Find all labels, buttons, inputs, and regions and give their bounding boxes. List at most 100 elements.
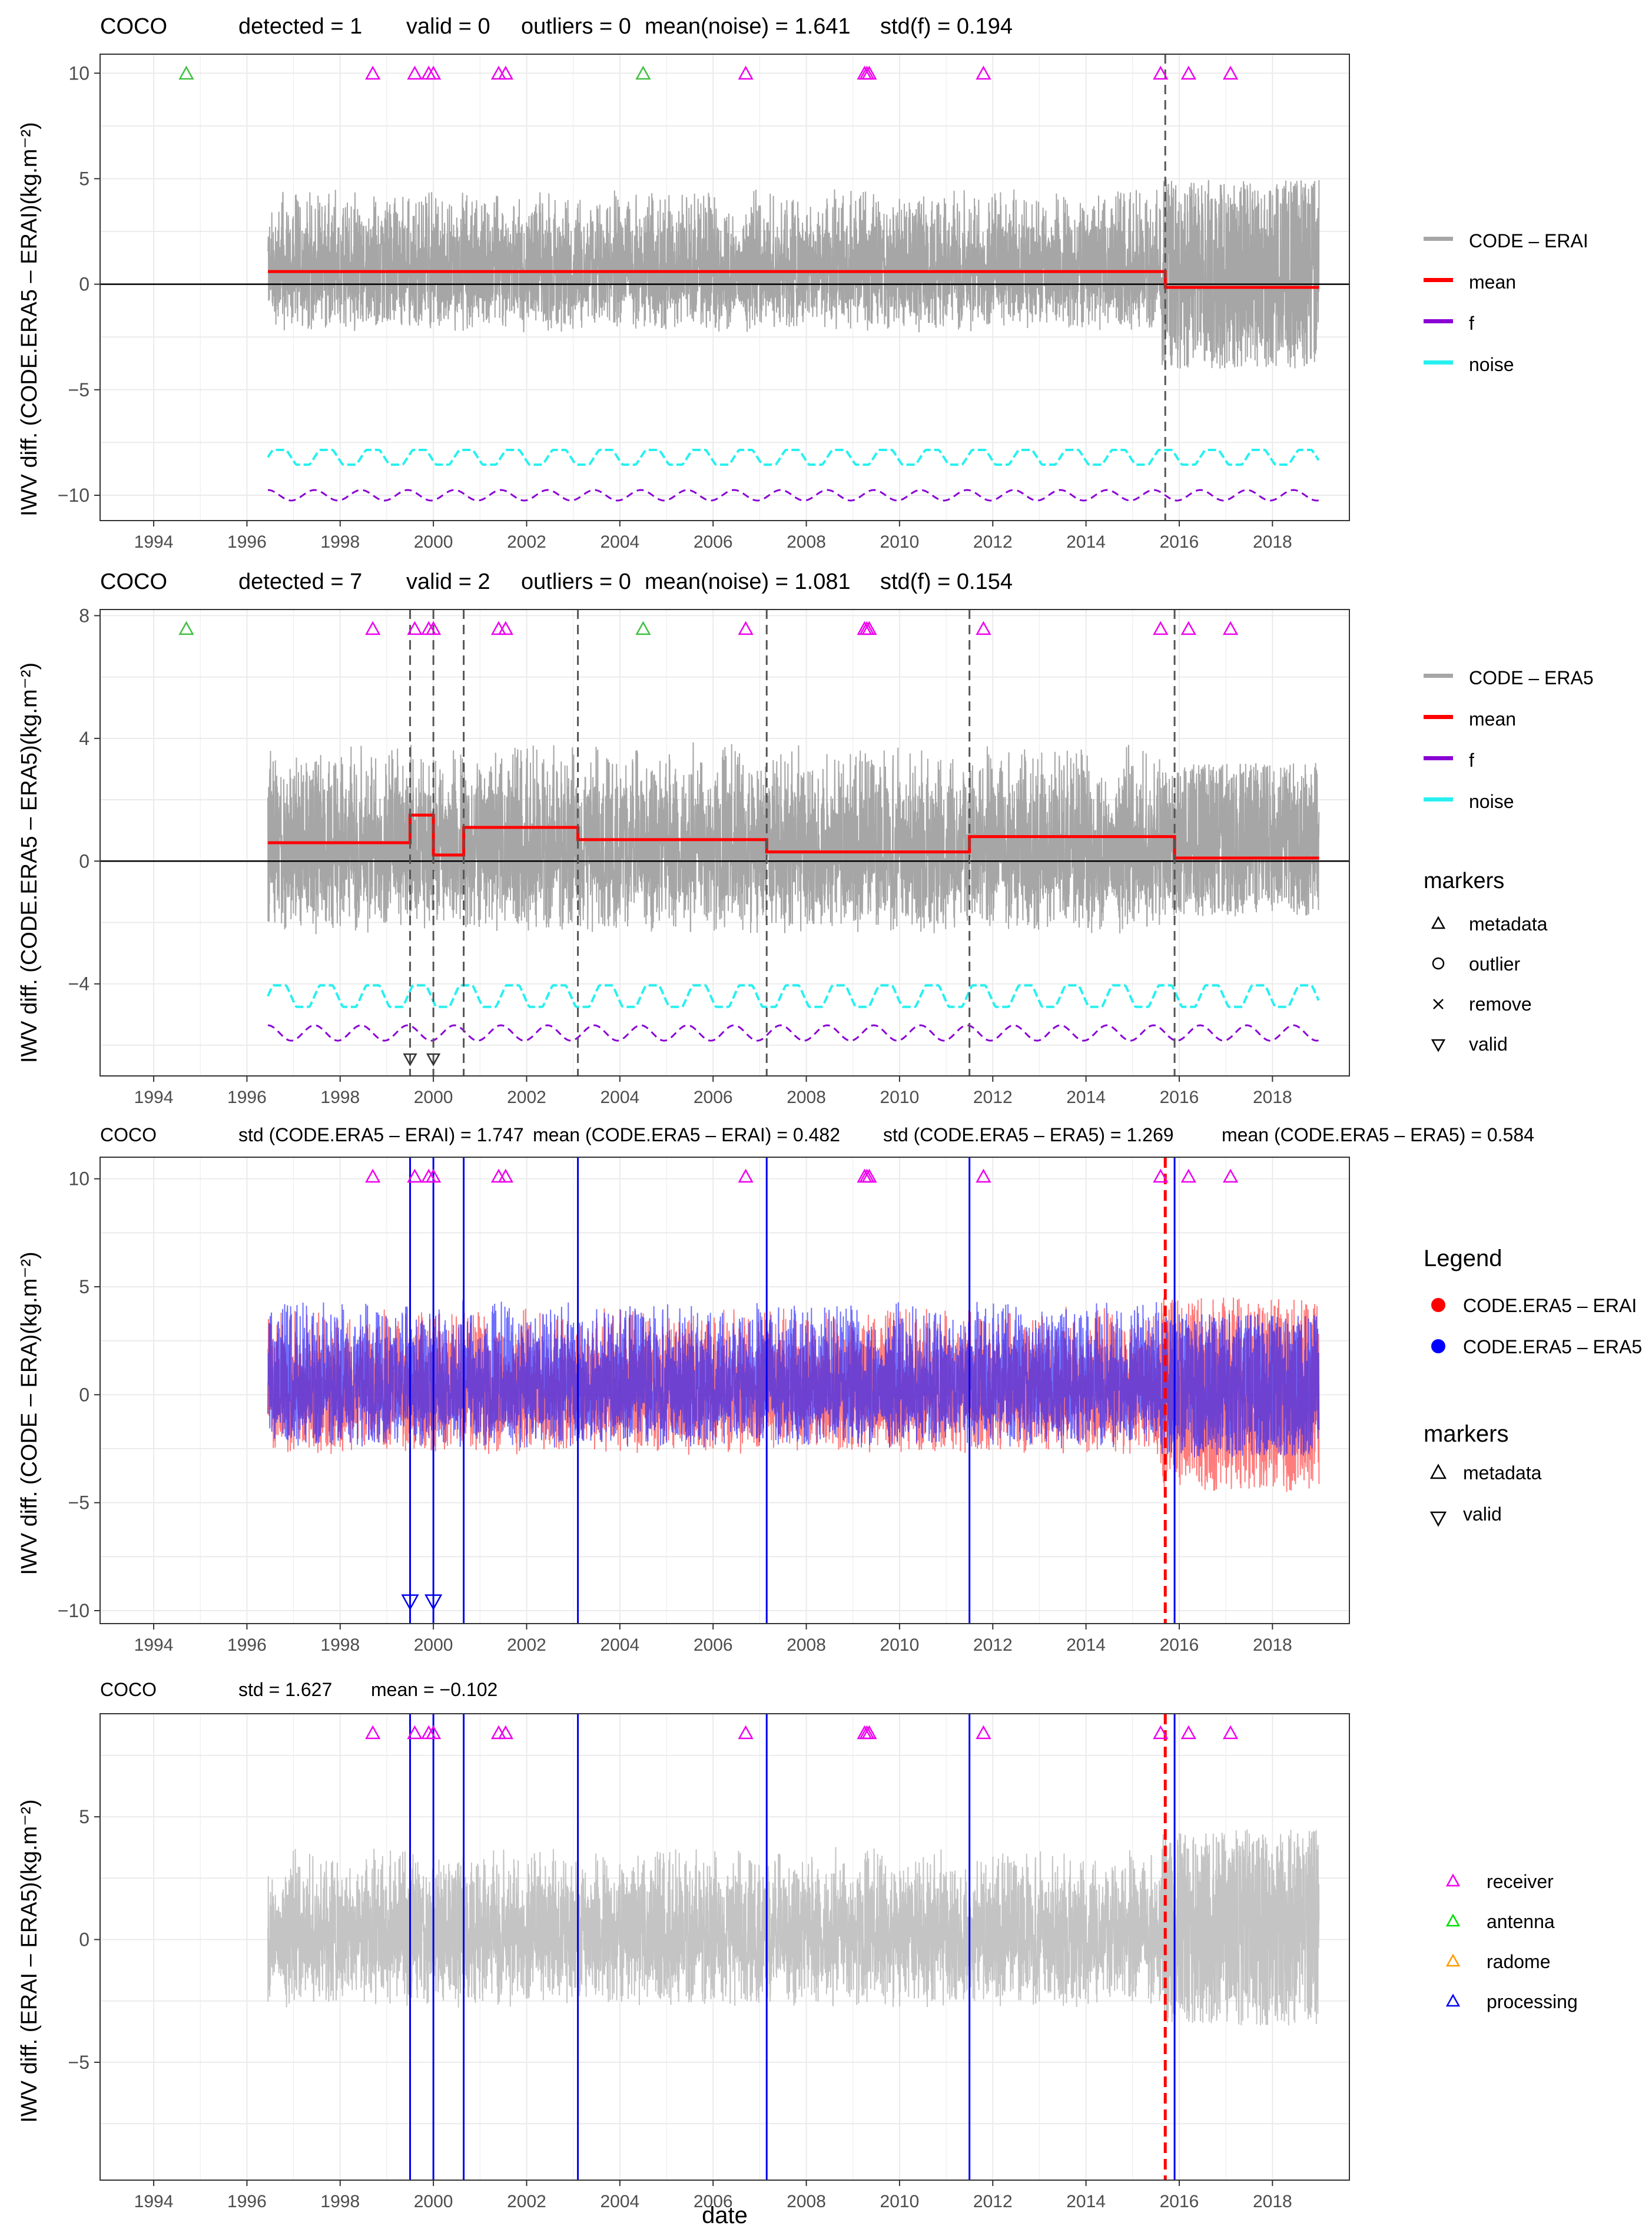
panel-4-xtick-label-1996: 1996 — [227, 2192, 267, 2211]
panel-4-legend-antenna: antenna — [1487, 1911, 1555, 1932]
panel-3-xtick-label-2004: 2004 — [600, 1635, 639, 1655]
panel-1-std-f: std(f) = 0.194 — [880, 14, 1013, 39]
panel-3-xtick-label-2000: 2000 — [414, 1635, 453, 1655]
panel-2-legend-noise: noise — [1469, 791, 1514, 812]
panel-2-ytick-label-3: 8 — [79, 605, 89, 626]
panel-2-valid-marker-0 — [403, 1053, 417, 1067]
panel-erai-minus-era5: COCO std = 1.627 mean = −0.102 IWV diff.… — [17, 1679, 1578, 2211]
panel-3-markers-title: markers — [1424, 1421, 1508, 1447]
panel-4-plot-layer — [100, 1714, 1349, 2180]
panel-1-xtick-label-2014: 2014 — [1066, 532, 1106, 552]
panel-1-ytick-label-1: −5 — [68, 379, 89, 400]
panel-code-minus-era-overlay: COCO std (CODE.ERA5 – ERAI) = 1.747 mean… — [17, 1124, 1642, 1655]
panel-1-legend-key-mean — [1424, 278, 1453, 282]
panel-4-receiver-marker-3 — [426, 1725, 442, 1740]
panel-1-xtick-label-1994: 1994 — [134, 532, 174, 552]
panel-3-plot-layer — [100, 1157, 1349, 1624]
panel-4-legend-radome: radome — [1487, 1951, 1551, 1972]
panel-1-valid: valid = 0 — [406, 14, 490, 39]
panel-3-receiver-marker-1 — [407, 1168, 423, 1183]
panel-3-mean-era5: mean (CODE.ERA5 – ERA5) = 0.584 — [1222, 1124, 1534, 1145]
panel-3-receiver-marker-5 — [497, 1168, 513, 1183]
panel-3-ylabel: IWV diff. (CODE – ERA)(kg.m⁻²) — [17, 1251, 42, 1575]
panel-4-std: std = 1.627 — [238, 1679, 332, 1700]
panel-3-legend-key-era5 — [1431, 1339, 1445, 1353]
panel-2-xtick-label-2002: 2002 — [507, 1088, 546, 1107]
panel-3-valid-marker-0 — [401, 1594, 419, 1611]
panel-1-legend-mean: mean — [1469, 271, 1516, 293]
panel-1-antenna-marker-1 — [635, 65, 651, 80]
panel-2-markers-title: markers — [1424, 869, 1504, 893]
panel-4-mean: mean = −0.102 — [371, 1679, 497, 1700]
panel-3-receiver-marker-11 — [1153, 1168, 1169, 1183]
panel-2-xtick-label-2008: 2008 — [787, 1088, 826, 1107]
panel-2-marker-key-valid — [1431, 1039, 1446, 1052]
panel-2-legend-key-mean — [1424, 715, 1453, 719]
panel-4-legend-key-receiver — [1445, 1873, 1461, 1887]
panel-2-std-f: std(f) = 0.154 — [880, 569, 1013, 594]
panel-3-xtick-label-2006: 2006 — [694, 1635, 733, 1655]
panel-1-receiver-marker-9 — [861, 65, 877, 80]
panel-1-frame — [99, 54, 1350, 521]
panel-3-ytick-label-2: 0 — [79, 1384, 89, 1405]
panel-1-mean-line — [268, 270, 1319, 289]
panel-4-station: COCO — [100, 1679, 157, 1700]
panel-2-marker-key-metadata — [1431, 916, 1446, 929]
panel-2-receiver-marker-9 — [861, 621, 877, 635]
panel-4-legend-receiver: receiver — [1487, 1871, 1554, 1892]
panel-2-receiver-marker-12 — [1180, 621, 1196, 635]
panel-4-xtick-label-2014: 2014 — [1066, 2192, 1106, 2211]
panel-2-receiver-marker-13 — [1222, 621, 1239, 635]
panel-2-legend-key-code-era5 — [1424, 674, 1453, 678]
panel-4-receiver-marker-10 — [976, 1725, 991, 1740]
panel-2-outliers: outliers = 0 — [521, 569, 631, 594]
panel-3-legend-key-erai — [1431, 1298, 1445, 1312]
panel-2-receiver-marker-0 — [365, 621, 381, 635]
panel-2-xtick-label-2016: 2016 — [1160, 1088, 1199, 1107]
panel-3-ytick-label-1: −5 — [68, 1492, 89, 1513]
panel-3-std-erai: std (CODE.ERA5 – ERAI) = 1.747 — [238, 1124, 524, 1145]
panel-4-receiver-marker-5 — [497, 1725, 513, 1740]
panel-2-plot-layer — [100, 610, 1349, 1076]
panel-4-xtick-label-1994: 1994 — [134, 2192, 174, 2211]
panel-3-valid-marker-1 — [424, 1594, 443, 1611]
panel-2-receiver-marker-11 — [1153, 621, 1169, 635]
panel-1-receiver-marker-3 — [426, 65, 442, 80]
panel-1-ylabel: IWV diff. (CODE.ERA5 – ERAI)(kg.m⁻²) — [17, 122, 42, 516]
panel-2-xtick-label-2000: 2000 — [414, 1088, 453, 1107]
panel-4-legend-processing: processing — [1487, 1991, 1578, 2012]
panel-4-receiver-marker-1 — [407, 1725, 423, 1740]
panel-code-era5-minus-era5: COCO detected = 7 valid = 2 outliers = 0… — [17, 569, 1594, 1107]
panel-3-receiver-marker-0 — [365, 1168, 381, 1183]
panel-2-marker-outlier: outlier — [1469, 953, 1521, 975]
panel-1-mean-noise: mean(noise) = 1.641 — [645, 14, 851, 39]
panel-2-receiver-marker-3 — [426, 621, 442, 635]
panel-3-receiver-marker-6 — [738, 1168, 754, 1183]
panel-3-legend-erai: CODE.ERA5 – ERAI — [1463, 1295, 1637, 1316]
panel-2-marker-remove: remove — [1469, 993, 1532, 1015]
panel-2-receiver-marker-5 — [497, 621, 513, 635]
panel-2-series — [267, 742, 1320, 935]
panel-1-ytick-label-2: 0 — [79, 274, 89, 295]
panel-1-xtick-label-2016: 2016 — [1160, 532, 1199, 552]
panel-1-receiver-marker-10 — [976, 65, 991, 80]
x-axis-label: date — [702, 2202, 748, 2228]
panel-1-detected: detected = 1 — [238, 14, 362, 39]
panel-code-era5-minus-erai: COCO detected = 1 valid = 0 outliers = 0… — [17, 14, 1588, 552]
panel-1-receiver-marker-6 — [738, 65, 754, 80]
panel-4-ytick-label-0: −5 — [68, 2052, 89, 2073]
panel-3-xtick-label-2014: 2014 — [1066, 1635, 1106, 1655]
panel-4-xtick-label-2010: 2010 — [880, 2192, 920, 2211]
panel-2-ytick-label-2: 4 — [79, 728, 89, 749]
panel-4-xtick-label-2008: 2008 — [787, 2192, 826, 2211]
panel-3-station: COCO — [100, 1124, 157, 1145]
panel-3-xtick-label-1994: 1994 — [134, 1635, 174, 1655]
panel-1-legend-key-code-erai — [1424, 237, 1453, 241]
panel-1-plot-layer — [100, 54, 1349, 521]
panel-3-ytick-label-4: 10 — [68, 1168, 89, 1190]
panel-2-legend-f: f — [1469, 750, 1474, 771]
panel-2-mean-noise: mean(noise) = 1.081 — [645, 569, 851, 594]
panel-1-xtick-label-1998: 1998 — [320, 532, 360, 552]
panel-3-xtick-label-1998: 1998 — [320, 1635, 360, 1655]
